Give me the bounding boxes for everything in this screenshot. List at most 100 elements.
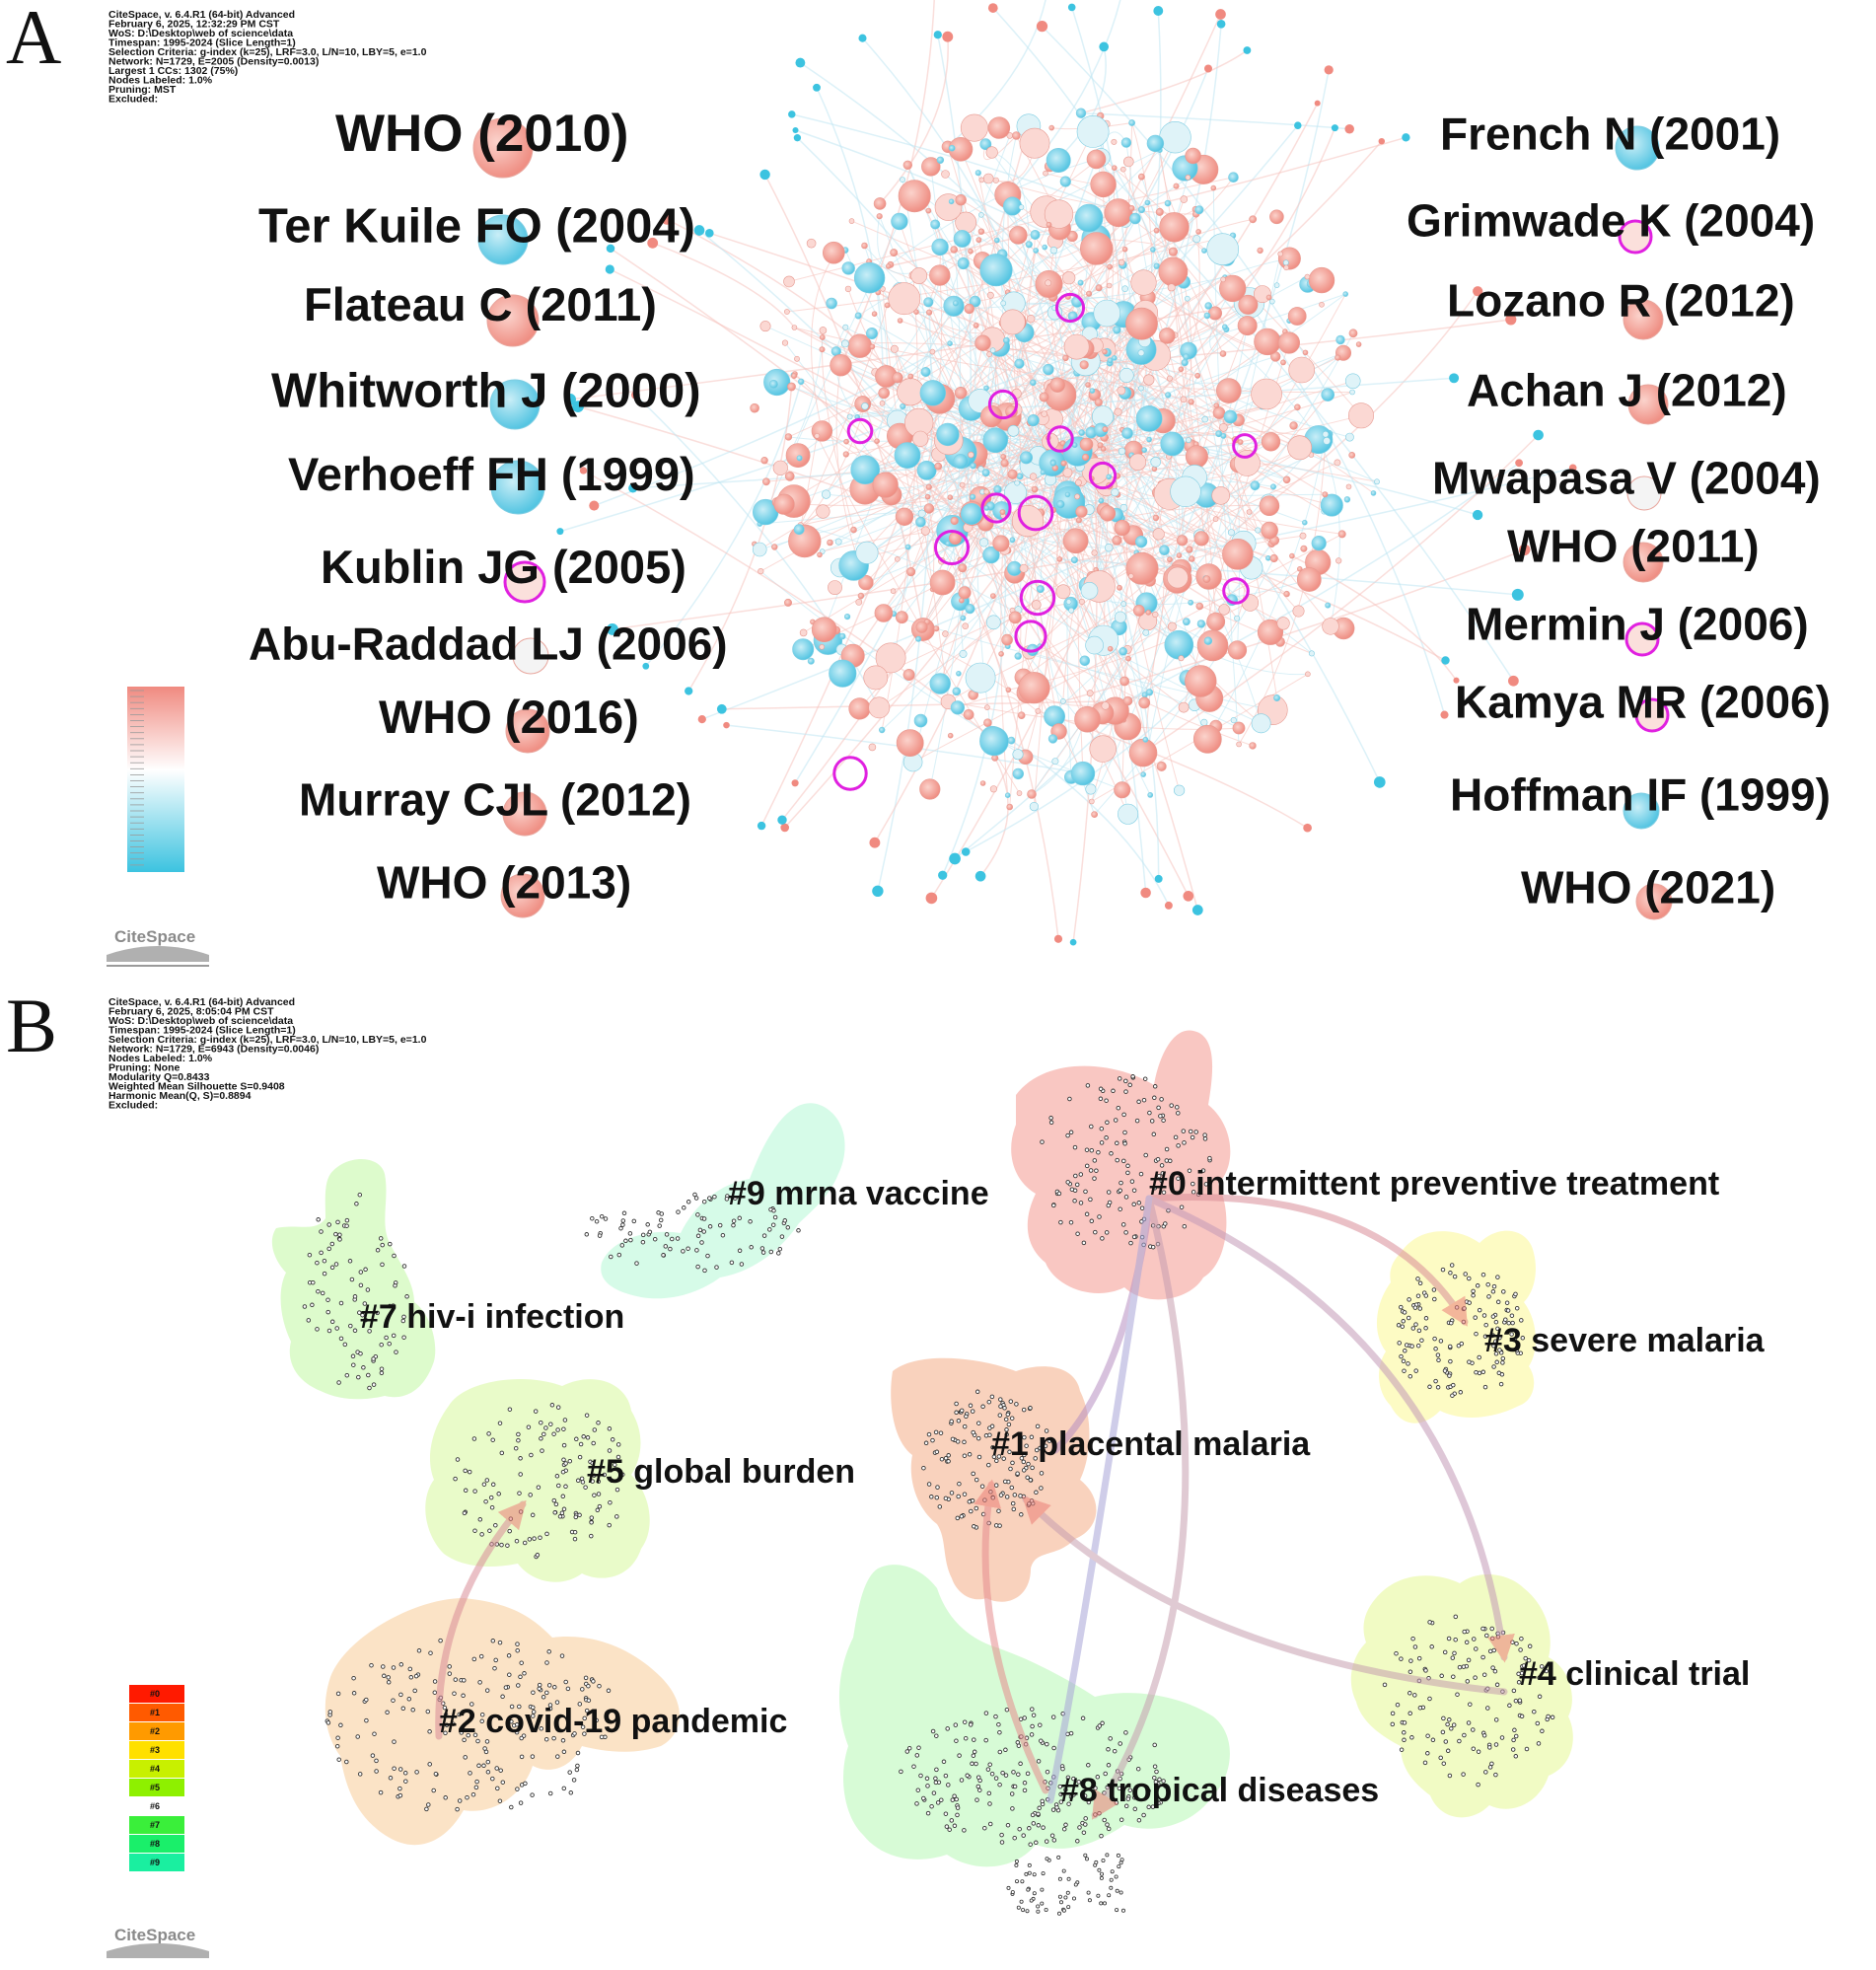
network-node (1121, 427, 1133, 440)
network-node (921, 157, 941, 177)
cluster-node (1028, 1478, 1034, 1483)
network-node (979, 404, 1003, 428)
cluster-node (969, 1508, 974, 1514)
cluster-node (1045, 1857, 1049, 1861)
cluster-node (998, 1404, 1003, 1409)
cluster-node (1099, 1875, 1104, 1880)
cluster-node (497, 1798, 503, 1803)
cluster-node (518, 1800, 524, 1805)
cluster-node (701, 1199, 707, 1204)
cluster-node (397, 1792, 403, 1798)
cluster-node (1015, 1740, 1021, 1745)
network-node (974, 170, 981, 177)
metadata-line: CiteSpace, v. 6.4.R1 (64-bit) Advanced (108, 9, 295, 21)
network-node (784, 471, 795, 481)
cluster-node (567, 1458, 573, 1464)
cluster-node (1163, 1784, 1168, 1788)
network-node (1374, 478, 1380, 485)
cluster-node (974, 1761, 978, 1767)
network-node (1118, 646, 1127, 656)
cluster-node (1012, 1493, 1018, 1497)
cluster-node (1449, 1320, 1454, 1326)
cluster-node (1067, 1096, 1072, 1102)
network-node (929, 673, 951, 694)
network-node (606, 622, 618, 635)
cluster-node (1487, 1745, 1492, 1750)
cluster-node (974, 1389, 980, 1395)
cluster-node (326, 1222, 331, 1227)
network-node (920, 366, 931, 377)
cluster-node (1059, 1900, 1064, 1905)
network-node (1140, 887, 1151, 899)
cluster-node (1138, 1171, 1144, 1177)
network-node (1059, 176, 1071, 187)
network-node (1079, 232, 1114, 265)
network-node (791, 325, 798, 330)
cluster-node (500, 1780, 506, 1785)
cluster-node (1021, 1468, 1027, 1473)
network-node (1117, 584, 1122, 591)
cluster-node (943, 1496, 949, 1501)
cluster-node (562, 1418, 568, 1423)
cluster-node (366, 1372, 371, 1378)
cluster-node (379, 1370, 385, 1376)
network-node (1031, 485, 1039, 493)
burst-ring (503, 560, 546, 604)
cluster-node (1544, 1668, 1550, 1674)
network-node (1102, 426, 1109, 433)
cluster-node (474, 1779, 479, 1785)
cluster-node (1536, 1741, 1542, 1746)
network-node (1238, 294, 1259, 315)
network-node (1178, 701, 1190, 713)
cluster-node (320, 1290, 325, 1296)
cluster-node (915, 1788, 921, 1792)
cluster-node (322, 1258, 327, 1264)
cluster-node (1027, 1826, 1032, 1831)
cluster-node (1473, 1315, 1478, 1320)
network-node (1029, 801, 1039, 812)
cluster-node (1010, 1500, 1016, 1506)
network-node (1011, 504, 1045, 538)
cluster-node (1501, 1289, 1506, 1294)
cluster-node (1021, 1407, 1027, 1413)
cluster-node (608, 1499, 613, 1505)
cluster-node (485, 1759, 491, 1765)
network-node (827, 539, 833, 547)
panel-a-letter: A (6, 0, 61, 80)
cluster-node (481, 1763, 486, 1769)
cluster-node (1480, 1369, 1486, 1375)
cluster-label-3: #3 severe malaria (1484, 1322, 1766, 1359)
network-node (771, 544, 778, 550)
cluster-node (1442, 1368, 1448, 1373)
network-node (848, 218, 855, 224)
citespace-logo-text: CiteSpace (114, 927, 195, 946)
cluster-node (1022, 1715, 1027, 1720)
cluster-node (1190, 1134, 1195, 1140)
network-node (1102, 348, 1108, 355)
cluster-node (1176, 1176, 1181, 1181)
network-node (1203, 636, 1213, 645)
cluster-node (1423, 1293, 1429, 1298)
cluster-node (990, 1444, 995, 1450)
year-color-legend (127, 687, 184, 872)
reference-label: Kublin JG (2005) (321, 541, 686, 593)
cluster-node (941, 1759, 947, 1765)
network-node (843, 438, 849, 445)
network-node (905, 566, 916, 577)
cluster-node (392, 1739, 397, 1744)
network-edge (912, 274, 1171, 495)
cluster-node (358, 1350, 363, 1356)
cluster-node (1051, 1838, 1057, 1843)
network-node (842, 451, 849, 458)
network-node (1062, 468, 1073, 477)
cluster-node (1452, 1274, 1458, 1279)
network-node (1334, 459, 1341, 467)
cluster-node (1168, 1158, 1173, 1164)
cluster-node (956, 1494, 961, 1499)
cluster-node (1466, 1720, 1472, 1725)
network-node (1311, 535, 1327, 551)
cluster-node (1031, 1713, 1037, 1717)
cluster-node (580, 1724, 586, 1729)
cluster-node (1089, 1218, 1095, 1224)
network-node (1053, 934, 1063, 943)
